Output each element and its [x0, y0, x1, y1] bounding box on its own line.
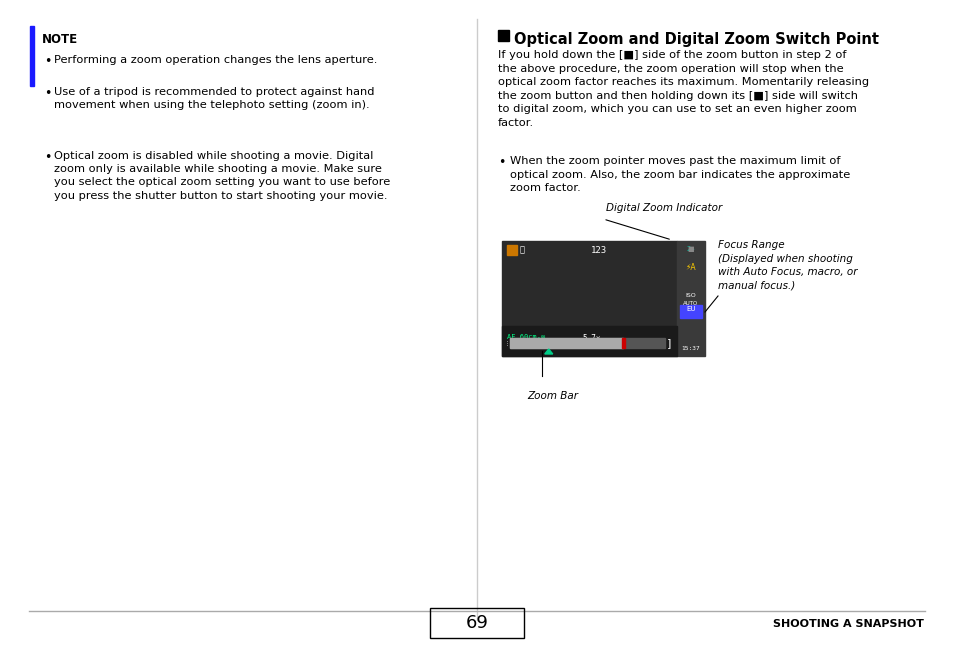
Bar	[501, 241, 677, 356]
Text: 123: 123	[590, 246, 606, 255]
Text: EU: EU	[685, 306, 695, 312]
Text: 🔍: 🔍	[519, 245, 524, 255]
Text: Optical zoom is disabled while shooting a movie. Digital
zoom only is available : Optical zoom is disabled while shooting …	[54, 151, 390, 201]
Polygon shape	[544, 349, 552, 354]
Bar	[510, 338, 664, 348]
Text: ⚡A: ⚡A	[685, 263, 696, 272]
Text: ⋮⋮: ⋮⋮	[504, 340, 516, 346]
Bar	[506, 245, 517, 255]
Bar	[30, 26, 34, 86]
Text: •: •	[44, 87, 51, 100]
Bar	[621, 338, 624, 348]
Text: 15:37: 15:37	[680, 346, 700, 351]
Text: NOTE: NOTE	[42, 33, 78, 46]
Bar	[430, 608, 523, 638]
Bar	[679, 305, 701, 318]
Text: When the zoom pointer moves past the maximum limit of
optical zoom. Also, the zo: When the zoom pointer moves past the max…	[510, 156, 849, 193]
Text: AF 60cm-∞: AF 60cm-∞	[506, 334, 545, 340]
Text: Use of a tripod is recommended to protect against hand
movement when using the t: Use of a tripod is recommended to protec…	[54, 87, 375, 110]
Text: 5.7×: 5.7×	[581, 334, 599, 343]
Text: •: •	[44, 151, 51, 164]
Text: 2+: 2+	[686, 246, 695, 252]
Bar	[497, 30, 509, 41]
Text: Performing a zoom operation changes the lens aperture.: Performing a zoom operation changes the …	[54, 55, 377, 65]
Text: Zoom Bar: Zoom Bar	[526, 391, 578, 401]
Text: •: •	[44, 55, 51, 68]
Text: •: •	[497, 156, 505, 169]
Text: ISO: ISO	[685, 293, 696, 298]
Bar	[677, 241, 704, 356]
Text: Digital Zoom Indicator: Digital Zoom Indicator	[605, 203, 721, 213]
Bar	[501, 326, 677, 356]
Text: ]: ]	[666, 338, 671, 348]
Text: ■: ■	[687, 246, 694, 252]
Text: Focus Range
(Displayed when shooting
with Auto Focus, macro, or
manual focus.): Focus Range (Displayed when shooting wit…	[718, 240, 857, 290]
Text: Optical Zoom and Digital Zoom Switch Point: Optical Zoom and Digital Zoom Switch Poi…	[514, 32, 878, 47]
Bar	[510, 338, 622, 348]
Text: If you hold down the [■] side of the zoom button in step 2 of
the above procedur: If you hold down the [■] side of the zoo…	[497, 50, 868, 128]
Text: AUTO: AUTO	[682, 301, 698, 306]
Text: 69: 69	[465, 614, 488, 632]
Text: SHOOTING A SNAPSHOT: SHOOTING A SNAPSHOT	[772, 619, 923, 629]
